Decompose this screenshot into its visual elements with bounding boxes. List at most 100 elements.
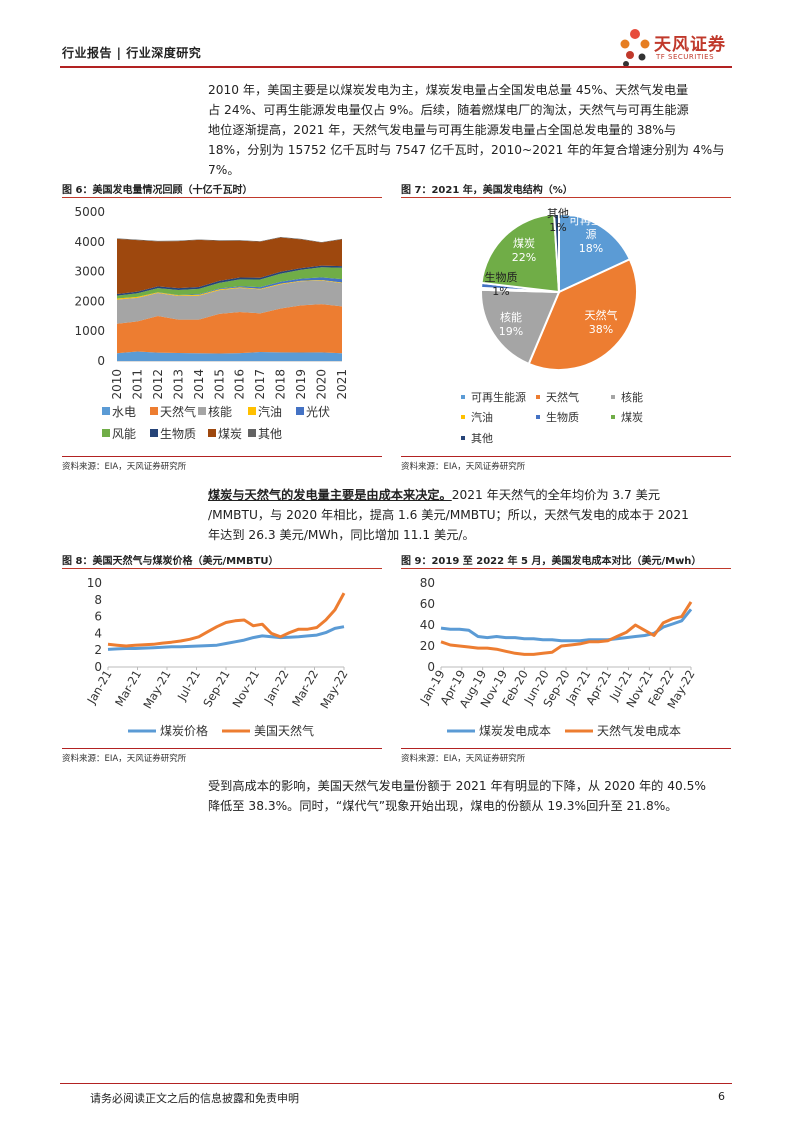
fig9-line-chart: 020406080Jan-19Apr-19Aug-19Nov-19Feb-20J…	[417, 576, 698, 738]
pie-data-label-line: 38%	[589, 323, 613, 336]
series-area	[117, 280, 342, 300]
x-tick-label: 2021	[335, 369, 349, 400]
paragraph-line: 年达到 26.3 美元/MWh，同比增加 11.1 美元/。	[208, 528, 475, 542]
series-area	[117, 280, 342, 324]
fig7-source: 资料来源：EIA，天风证券研究所	[401, 462, 526, 472]
series-line	[440, 601, 693, 656]
pie-data-label-line: 煤炭	[513, 237, 535, 250]
legend-swatch	[248, 407, 256, 415]
pie-data-label: 核能 19%	[499, 310, 523, 338]
paragraph-intro: 2010 年，美国主要是以煤炭发电为主，煤炭发电量占全国发电总量 45%、天然气…	[208, 80, 732, 180]
x-tick-label: 2020	[315, 369, 329, 400]
pie-data-label-line: 1%	[549, 221, 566, 234]
paragraph-share-change: 受到高成本的影响，美国天然气发电量份额于 2021 年有明显的下降，从 2020…	[208, 776, 732, 816]
y-tick-label: 8	[94, 593, 102, 607]
x-tick-label: Nov-21	[230, 668, 263, 710]
y-tick-label: 6	[94, 610, 102, 624]
x-tick-label: 2016	[233, 369, 247, 400]
paragraph-line: 受到高成本的影响，美国天然气发电量份额于 2021 年有明显的下降，从 2020…	[208, 779, 706, 793]
fig8-title-rule	[62, 568, 382, 569]
legend-swatch	[198, 407, 206, 415]
footer-disclaimer: 请务必阅读正文之后的信息披露和免责申明	[90, 1092, 299, 1105]
pie-data-label-line: 源	[586, 227, 597, 241]
legend-swatch	[102, 429, 110, 437]
pie-slice	[480, 213, 561, 294]
pie-slice	[553, 212, 560, 293]
y-tick-label: 80	[420, 576, 435, 590]
legend-label: 其他	[258, 427, 282, 441]
paragraph-line: 2010 年，美国主要是以煤炭发电为主，煤炭发电量占全国发电总量 45%、天然气…	[208, 83, 689, 97]
fig7-title-rule	[401, 197, 731, 198]
legend-label: 天然气发电成本	[597, 723, 681, 738]
fig7-title: 图 7：2021 年，美国发电结构（%）	[401, 185, 573, 196]
legend-swatch	[248, 429, 256, 437]
pie-slice	[480, 288, 561, 366]
x-tick-label: 2010	[110, 369, 124, 400]
x-tick-label: 2019	[294, 369, 308, 400]
pie-data-label: 煤炭 22%	[512, 237, 536, 264]
y-tick-label: 4	[94, 626, 102, 640]
pie-data-label-line: 核能	[500, 310, 522, 324]
paragraph-cost: 煤炭与天然气的发电量主要是由成本来决定。2021 年天然气的全年均价为 3.7 …	[208, 485, 732, 545]
legend-swatch	[611, 395, 615, 399]
pie-data-label-line: 1%	[492, 285, 509, 298]
legend-swatch	[536, 415, 540, 419]
legend-label: 核能	[208, 405, 232, 419]
legend-label: 煤炭	[621, 411, 643, 424]
paragraph-line: 地位逐渐提高，2021 年，天然气发电量与可再生能源发电量占全国总发电量的 38…	[208, 123, 677, 137]
series-line	[107, 625, 345, 651]
x-tick-label: Jan-22	[261, 668, 292, 707]
y-tick-label: 4000	[74, 235, 105, 249]
legend-label: 风能	[112, 427, 136, 441]
fig6-bottom-rule	[62, 456, 382, 457]
fig8-bottom-rule	[62, 748, 382, 749]
pie-data-label-line: 可再生能	[569, 213, 613, 227]
pie-data-label: 生物质 1%	[485, 270, 518, 298]
legend-label: 汽油	[258, 404, 282, 419]
series-area	[117, 304, 342, 354]
x-tick-label: 2018	[274, 369, 288, 400]
page-number: 6	[718, 1090, 725, 1103]
x-tick-label: May-21	[140, 668, 173, 712]
fig9-bottom-rule	[401, 748, 731, 749]
x-tick-label: May-22	[317, 668, 350, 712]
fig6-title: 图 6：美国发电量情况回顾（十亿千瓦时）	[62, 185, 253, 196]
paragraph-line: 占 24%、可再生能源发电量仅占 9%。后续，随着燃煤电厂的淘汰，天然气与可再生…	[208, 103, 689, 117]
y-tick-label: 0	[427, 660, 435, 674]
x-tick-label: Sep-21	[200, 668, 232, 710]
legend-label: 生物质	[546, 410, 579, 424]
pie-data-label-line: 19%	[499, 325, 523, 338]
pie-slice	[527, 257, 638, 371]
fig7-pie-chart: 可再生能源 18%天然气 38%核能 19%生物质 1%煤炭 22%其他 1%可再生能源 天然…	[461, 207, 643, 445]
legend-label: 汽油	[471, 410, 493, 424]
y-tick-label: 20	[420, 639, 435, 653]
series-area	[117, 351, 342, 361]
tf-securities-logo: 天风证券 TF SECURITIES	[618, 26, 738, 70]
legend-swatch	[102, 407, 110, 415]
legend-swatch	[208, 429, 216, 437]
legend-label: 天然气	[546, 390, 579, 404]
y-tick-label: 60	[420, 597, 435, 611]
paragraph-line: /MMBTU，与 2020 年相比，提高 1.6 美元/MMBTU；所以，天然气…	[208, 508, 689, 522]
pie-data-label-line: 生物质	[485, 270, 518, 284]
pie-data-label: 天然气 38%	[585, 308, 618, 336]
legend-swatch	[536, 395, 540, 399]
x-tick-label: 2014	[192, 369, 206, 400]
paragraph-line-rest: 2021 年天然气的全年均价为 3.7 美元	[451, 488, 661, 502]
legend-label: 水电	[112, 405, 136, 419]
y-tick-label: 0	[94, 660, 102, 674]
series-area	[117, 265, 342, 296]
y-tick-label: 2	[94, 643, 102, 657]
x-tick-label: Jan-21	[84, 668, 115, 707]
y-tick-label: 5000	[74, 205, 105, 219]
legend-swatch	[461, 436, 465, 440]
legend-swatch	[611, 415, 615, 419]
fig7-bottom-rule	[401, 456, 731, 457]
legend-swatch	[461, 395, 465, 399]
series-area	[117, 237, 342, 243]
series-line	[107, 592, 346, 648]
logo-text: 天风证券	[654, 35, 726, 55]
paragraph-line: 煤炭与天然气的发电量主要是由成本来决定。2021 年天然气的全年均价为 3.7 …	[208, 485, 732, 505]
fig6-title-rule	[62, 197, 382, 198]
